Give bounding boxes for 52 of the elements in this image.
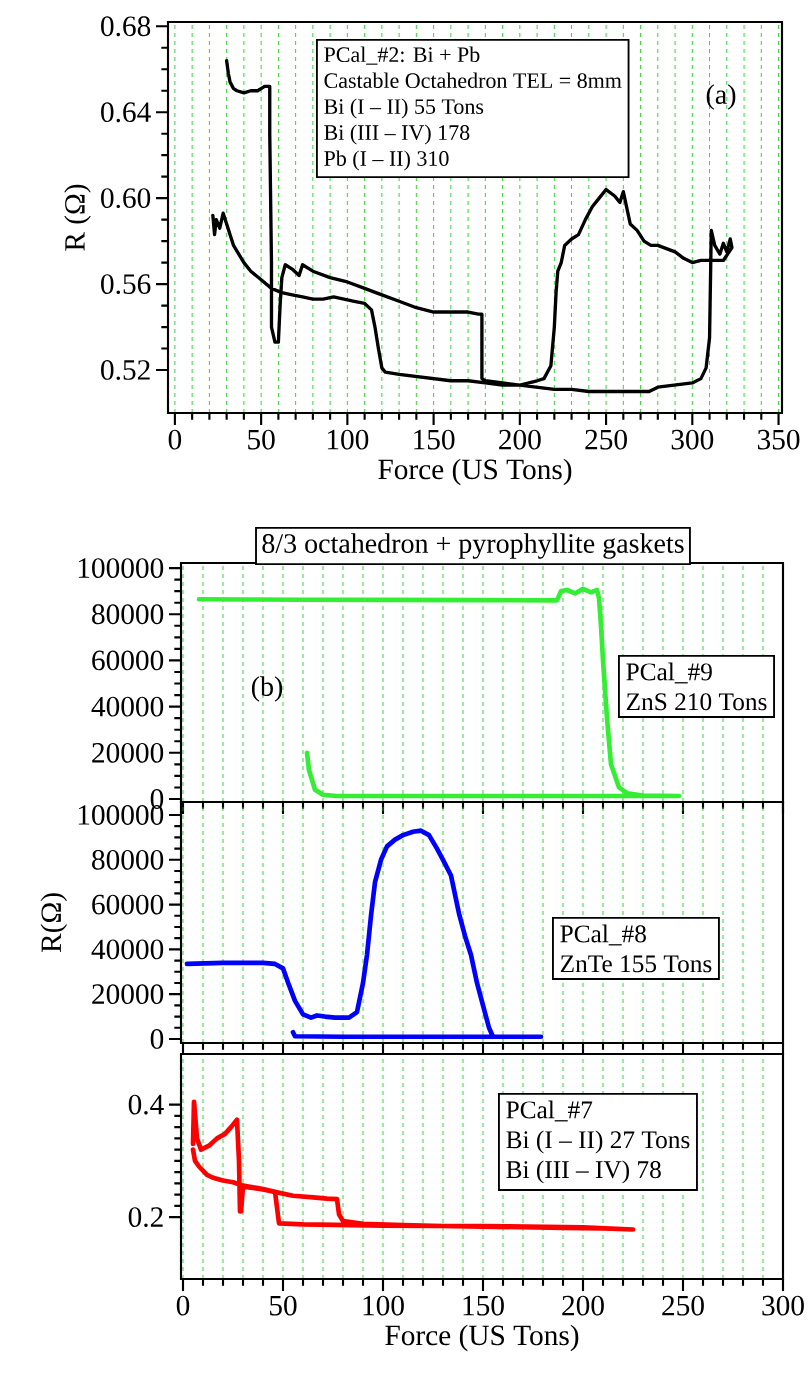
annotation: Bi (III – IV) 78 [506, 1160, 661, 1184]
line-series [190, 1099, 636, 1232]
x-tick-label: 50 [248, 429, 275, 450]
annotation: PCal_#9 [626, 662, 712, 684]
annotation: Pb (I – II) 310 [324, 150, 449, 171]
x-tick-label: 150 [414, 429, 455, 450]
x-tick-label: 300 [671, 429, 714, 450]
y-tick-label: 0.52 [101, 360, 150, 380]
annotation: ZnTe 155 Tons [560, 955, 712, 973]
x-axis-title: Force (US Tons) [385, 1324, 579, 1352]
annotation: Castable Octahedron TEL = 8mm [324, 72, 622, 89]
x-tick-label: 300 [762, 1295, 804, 1316]
chart-title: 8/3 octahedron + pyrophyllite gaskets [262, 533, 684, 559]
x-tick-label: 150 [463, 1295, 504, 1316]
x-tick-label: 200 [499, 429, 541, 450]
y-axis-title: R(Ω) [40, 893, 68, 953]
y-tick-label: 60000 [92, 894, 164, 915]
x-tick-label: 50 [270, 1295, 297, 1316]
y-tick-label: 20000 [92, 984, 164, 1005]
y-tick-label: 0.68 [101, 16, 151, 37]
x-tick-label: 250 [585, 429, 627, 450]
annotation: Bi (I – II) 27 Tons [506, 1130, 690, 1154]
x-tick-label: 100 [363, 1295, 404, 1316]
annotation: ZnS 210 Tons [626, 693, 767, 711]
x-tick-label: 100 [327, 429, 369, 450]
x-tick-label: 250 [662, 1295, 704, 1316]
annotation: PCal_#2: Bi + Pb [324, 46, 480, 65]
annotation: Bi (I – II) 55 Tons [324, 98, 484, 119]
y-tick-label: 80000 [92, 604, 164, 625]
y-tick-label: 0 [150, 1029, 164, 1049]
y-tick-label: 80000 [92, 849, 164, 870]
y-tick-label: 0.56 [101, 274, 151, 295]
x-tick-label: 0 [176, 1295, 190, 1316]
annotation: (b) [251, 676, 283, 702]
annotation: PCal_#7 [506, 1100, 593, 1122]
y-tick-label: 0.64 [101, 102, 151, 123]
x-axis-title: Force (US Tons) [378, 458, 572, 486]
x-tick-label: 200 [562, 1295, 604, 1316]
x-tick-label: 0 [168, 429, 182, 450]
x-tick-label: 350 [757, 429, 800, 450]
y-tick-label: 100000 [78, 558, 164, 578]
y-tick-label: 0.2 [128, 1207, 163, 1228]
y-tick-label: 0.60 [101, 188, 151, 209]
y-tick-label: 40000 [91, 939, 164, 960]
annotation: Bi (III – IV) 178 [324, 124, 470, 145]
y-axis-title: R (Ω) [64, 184, 91, 251]
y-tick-label: 40000 [91, 696, 164, 717]
annotation: (a) [706, 84, 736, 110]
y-tick-label: 60000 [92, 650, 164, 671]
y-tick-label: 20000 [92, 742, 164, 763]
annotation: PCal_#8 [560, 924, 646, 946]
y-tick-label: 0.4 [128, 1094, 164, 1115]
